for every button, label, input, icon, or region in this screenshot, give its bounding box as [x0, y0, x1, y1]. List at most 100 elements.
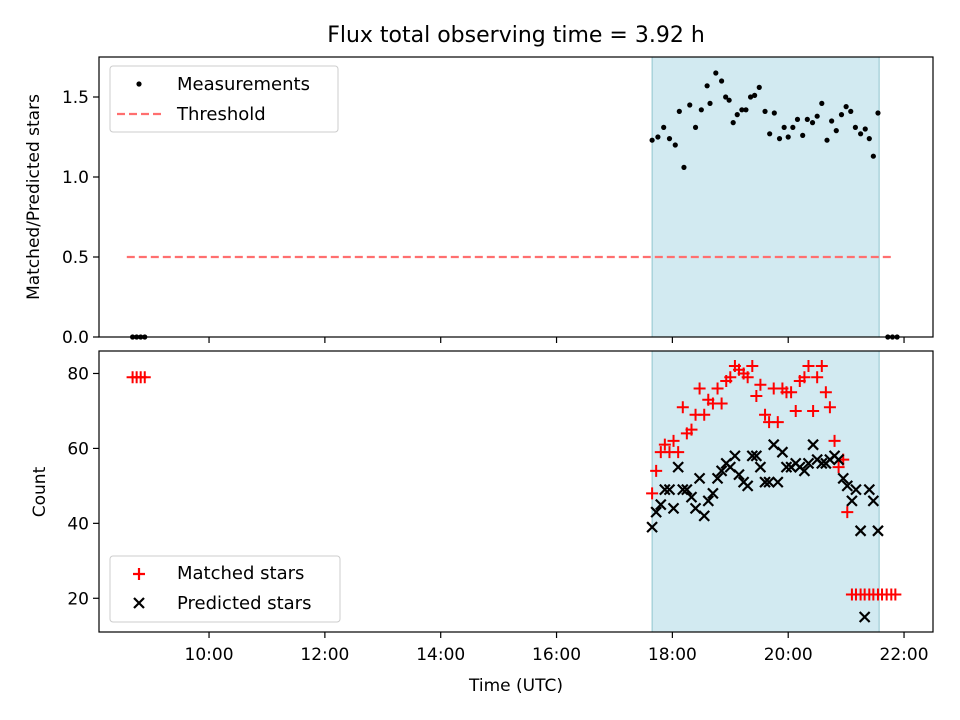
- measurement-point: [800, 132, 806, 138]
- measurement-point: [723, 94, 729, 100]
- predicted-star-point: [655, 498, 667, 511]
- matched-star-point: [828, 434, 841, 447]
- predicted-star-point: [802, 457, 815, 470]
- predicted-star-point: [867, 495, 880, 507]
- predicted-star-point: [659, 483, 671, 496]
- predicted-star-point: [715, 465, 728, 477]
- measurement-point: [829, 118, 835, 124]
- predicted-star-point: [663, 483, 676, 496]
- predicted-star-point: [681, 483, 693, 496]
- measurement-point: [852, 124, 858, 130]
- measurement-point: [719, 78, 725, 84]
- measurement-point: [762, 108, 768, 114]
- measurement-point: [692, 124, 699, 130]
- measurement-point: [838, 112, 845, 118]
- predicted-star-point: [733, 468, 745, 481]
- predicted-star-point: [763, 476, 775, 488]
- count-y-tick-label: 80: [67, 364, 89, 384]
- x-tick-label: 16:00: [532, 645, 581, 665]
- matched-star-point: [889, 588, 902, 601]
- measurement-point: [862, 126, 868, 132]
- matched-star-point: [841, 506, 854, 519]
- legend-predicted-label: Predicted stars: [177, 593, 311, 614]
- predicted-star-point: [807, 438, 819, 451]
- predicted-star-point: [672, 461, 684, 473]
- ratio-y-tick-label: 0.0: [62, 328, 89, 348]
- predicted-star-point: [746, 450, 759, 462]
- matched-star-point: [658, 438, 671, 451]
- matched-star-point: [667, 434, 680, 447]
- measurement-point: [676, 108, 682, 114]
- matched-star-point: [650, 464, 663, 477]
- measurement-point: [707, 100, 713, 106]
- predicted-star-point: [816, 457, 828, 470]
- matched-star-point: [823, 401, 836, 414]
- matched-star-point: [724, 371, 737, 384]
- measurement-point: [776, 136, 783, 142]
- measurement-point: [661, 124, 667, 130]
- measurement-point: [756, 84, 762, 90]
- legend-predicted-marker: [133, 597, 145, 609]
- measurement-point: [649, 137, 655, 143]
- ratio-y-axis-label: Matched/Predicted stars: [24, 94, 44, 300]
- measurement-point: [848, 108, 854, 114]
- matched-star-point: [750, 389, 763, 402]
- measurement-point: [804, 116, 810, 122]
- count-panel: 20 40 60 80 10:00 12:00 14:00 16:00 18:00 20:00 2…: [30, 350, 934, 696]
- predicted-star-point: [750, 450, 763, 462]
- predicted-star-point: [798, 465, 811, 477]
- predicted-star-point: [872, 525, 884, 537]
- matched-star-point: [759, 408, 772, 421]
- matched-star-point: [785, 386, 798, 399]
- matched-star-point: [715, 397, 728, 410]
- measurement-point: [785, 134, 791, 140]
- measurement-point: [767, 131, 773, 137]
- measurement-point: [824, 137, 830, 143]
- measurement-point: [698, 107, 704, 113]
- ratio-legend: Measurements Threshold: [109, 65, 339, 133]
- x-tick-label: 22:00: [880, 645, 929, 665]
- predicted-star-point: [772, 476, 784, 488]
- predicted-star-point: [780, 461, 793, 473]
- x-axis-label: Time (UTC): [468, 676, 563, 696]
- measurement-point: [730, 120, 736, 126]
- predicted-star-point: [685, 491, 698, 503]
- predicted-star-point: [832, 453, 845, 466]
- ratio-axes-frame: [98, 56, 934, 338]
- measurement-point: [739, 107, 745, 113]
- measurement-point: [747, 94, 754, 100]
- count-y-tick-label: 40: [67, 514, 89, 534]
- count-y-tick-label: 20: [67, 589, 89, 609]
- measurement-point: [726, 97, 732, 103]
- legend-threshold-label: Threshold: [176, 104, 266, 125]
- legend-measurements-label: Measurements: [177, 74, 310, 95]
- matched-star-point: [138, 371, 151, 384]
- predicted-star-point: [729, 450, 741, 462]
- predicted-star-point: [754, 461, 767, 473]
- measurement-point: [771, 110, 777, 116]
- measurement-point: [819, 100, 825, 106]
- measurement-point: [687, 102, 693, 108]
- predicted-star-point: [759, 476, 771, 488]
- matched-star-point: [711, 382, 724, 395]
- measurement-point: [870, 153, 876, 159]
- matched-star-point: [646, 487, 659, 500]
- predicted-star-point: [841, 480, 854, 492]
- measurement-point: [672, 142, 678, 148]
- matched-star-point: [789, 404, 802, 417]
- chart-title: Flux total observing time = 3.92 h: [327, 23, 705, 48]
- predicted-star-point: [854, 525, 867, 537]
- matched-star-point: [685, 423, 698, 436]
- predicted-star-point: [858, 611, 871, 623]
- predicted-star-point: [776, 446, 789, 458]
- count-y-tick-label: 60: [67, 439, 89, 459]
- predicted-star-point: [646, 521, 658, 533]
- count-y-axis-label: Count: [30, 466, 50, 517]
- measurement-point: [814, 113, 820, 119]
- x-tick-label: 10:00: [185, 645, 234, 665]
- measurement-point: [734, 112, 740, 118]
- x-tick-label: 12:00: [300, 645, 349, 665]
- measurement-point: [875, 110, 881, 116]
- measurement-point: [681, 164, 687, 170]
